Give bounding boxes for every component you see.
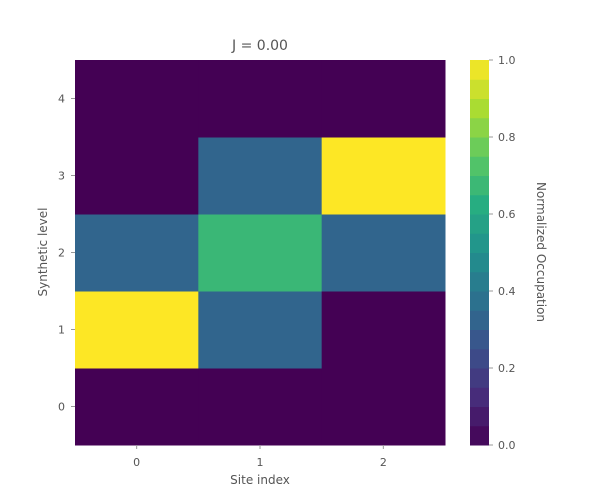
heatmap-cell-r0-c1 — [198, 368, 323, 446]
heatmap-cell-r1-c1 — [198, 291, 323, 369]
colorbar-band — [470, 348, 489, 369]
y-axis-ticks: 0 1 2 3 4 — [58, 93, 75, 414]
x-axis-label: Site index — [230, 473, 290, 487]
x-axis-ticks: 0 1 2 — [133, 445, 387, 469]
chart-title: J = 0.00 — [231, 38, 288, 54]
y-tick-label: 2 — [58, 247, 65, 260]
heatmap-cell-r4-c0 — [75, 60, 199, 138]
heatmap-cell-r4-c1 — [198, 60, 323, 138]
y-tick-label: 4 — [58, 93, 65, 106]
colorbar-tick-label: 0.8 — [498, 131, 516, 144]
heatmap-cell-r2-c1 — [198, 214, 323, 292]
heatmap-cell-r3-c2 — [321, 137, 446, 215]
heatmap-cell-r3-c0 — [75, 137, 199, 215]
heatmap-cell-r0-c0 — [75, 368, 199, 446]
x-tick-label: 0 — [133, 456, 140, 469]
colorbar-tick-label: 0.2 — [498, 362, 516, 375]
heatmap-cell-r1-c0 — [75, 291, 199, 369]
y-tick-label: 1 — [58, 324, 65, 337]
colorbar-ticks: 0.0 0.2 0.4 0.6 0.8 1.0 — [489, 54, 516, 452]
heatmap-cell-r3-c1 — [198, 137, 323, 215]
colorbar-band — [470, 329, 489, 350]
heatmap-cell-r0-c2 — [321, 368, 446, 446]
colorbar-band — [470, 194, 489, 215]
colorbar-band — [470, 60, 489, 80]
colorbar-band — [470, 425, 489, 446]
x-tick-label: 1 — [257, 456, 264, 469]
colorbar-band — [470, 291, 489, 311]
colorbar-band — [470, 310, 489, 330]
colorbar-band — [470, 233, 489, 253]
heatmap-cell-r2-c2 — [321, 214, 446, 292]
x-tick-label: 2 — [380, 456, 387, 469]
y-tick-label: 0 — [58, 401, 65, 414]
colorbar-band — [470, 79, 489, 99]
colorbar-band — [470, 117, 489, 138]
colorbar-band — [470, 156, 489, 176]
y-axis-label: Synthetic level — [36, 207, 50, 296]
colorbar-tick-label: 1.0 — [498, 54, 516, 67]
colorbar-band — [470, 406, 489, 427]
colorbar-tick-label: 0.6 — [498, 208, 516, 221]
colorbar-band — [470, 368, 489, 388]
y-tick-label: 3 — [58, 170, 65, 183]
colorbar-band — [470, 214, 489, 234]
colorbar-band — [470, 137, 489, 157]
heatmap-cells — [75, 60, 446, 446]
heatmap-cell-r1-c2 — [321, 291, 446, 369]
colorbar-band — [470, 175, 489, 196]
colorbar-tick-label: 0.4 — [498, 285, 516, 298]
colorbar — [470, 60, 489, 446]
colorbar-band — [470, 387, 489, 407]
colorbar-band — [470, 98, 489, 119]
heatmap-cell-r2-c0 — [75, 214, 199, 292]
colorbar-band — [470, 252, 489, 273]
colorbar-tick-label: 0.0 — [498, 439, 516, 452]
heatmap-cell-r4-c2 — [321, 60, 446, 138]
colorbar-band — [470, 271, 489, 292]
colorbar-label: Normalized Occupation — [534, 182, 548, 322]
